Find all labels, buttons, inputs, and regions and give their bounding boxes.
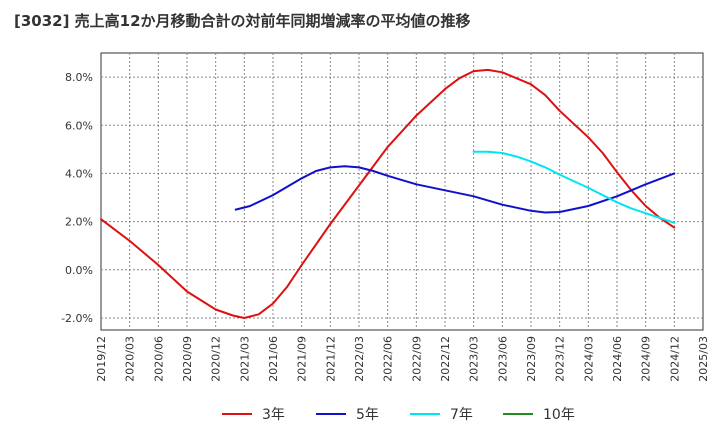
x-tick-label: 2021/09 bbox=[296, 336, 309, 382]
y-tick-label: 4.0% bbox=[65, 167, 93, 180]
x-tick-label: 2019/12 bbox=[95, 336, 108, 382]
legend-label: 3年 bbox=[262, 407, 285, 423]
x-tick-label: 2024/06 bbox=[611, 336, 624, 382]
y-tick-label: 0.0% bbox=[65, 264, 93, 277]
legend-label: 7年 bbox=[450, 407, 473, 423]
x-tick-label: 2024/12 bbox=[668, 336, 681, 382]
x-tick-label: 2023/09 bbox=[525, 336, 538, 382]
x-tick-label: 2020/09 bbox=[181, 336, 194, 382]
legend-label: 10年 bbox=[543, 407, 575, 423]
x-tick-label: 2023/06 bbox=[496, 336, 509, 382]
x-tick-label: 2022/06 bbox=[382, 336, 395, 382]
series-line-5年 bbox=[234, 165, 676, 214]
x-tick-label: 2021/03 bbox=[238, 336, 251, 382]
x-tick-label: 2020/12 bbox=[210, 336, 223, 382]
x-tick-label: 2022/03 bbox=[353, 336, 366, 382]
x-tick-label: 2024/03 bbox=[582, 336, 595, 382]
x-tick-label: 2021/06 bbox=[267, 336, 280, 382]
x-tick-label: 2020/06 bbox=[152, 336, 165, 382]
legend-label: 5年 bbox=[356, 407, 379, 423]
series-line-7年 bbox=[472, 150, 676, 224]
x-tick-label: 2023/12 bbox=[554, 336, 567, 382]
series-line-3年 bbox=[100, 68, 676, 319]
x-tick-label: 2021/12 bbox=[324, 336, 337, 382]
x-tick-label: 2023/03 bbox=[468, 336, 481, 382]
x-tick-label: 2020/03 bbox=[124, 336, 137, 382]
x-tick-label: 2022/12 bbox=[439, 336, 452, 382]
y-tick-label: 2.0% bbox=[65, 216, 93, 229]
y-tick-label: -2.0% bbox=[61, 312, 93, 325]
x-tick-label: 2025/03 bbox=[697, 336, 710, 382]
plot-area bbox=[100, 52, 704, 331]
y-tick-label: 6.0% bbox=[65, 119, 93, 132]
y-tick-label: 8.0% bbox=[65, 71, 93, 84]
x-tick-label: 2024/09 bbox=[640, 336, 653, 382]
chart-title: [3032] 売上高12か月移動合計の対前年同期増減率の平均値の推移 bbox=[14, 12, 471, 30]
x-tick-label: 2022/09 bbox=[410, 336, 423, 382]
